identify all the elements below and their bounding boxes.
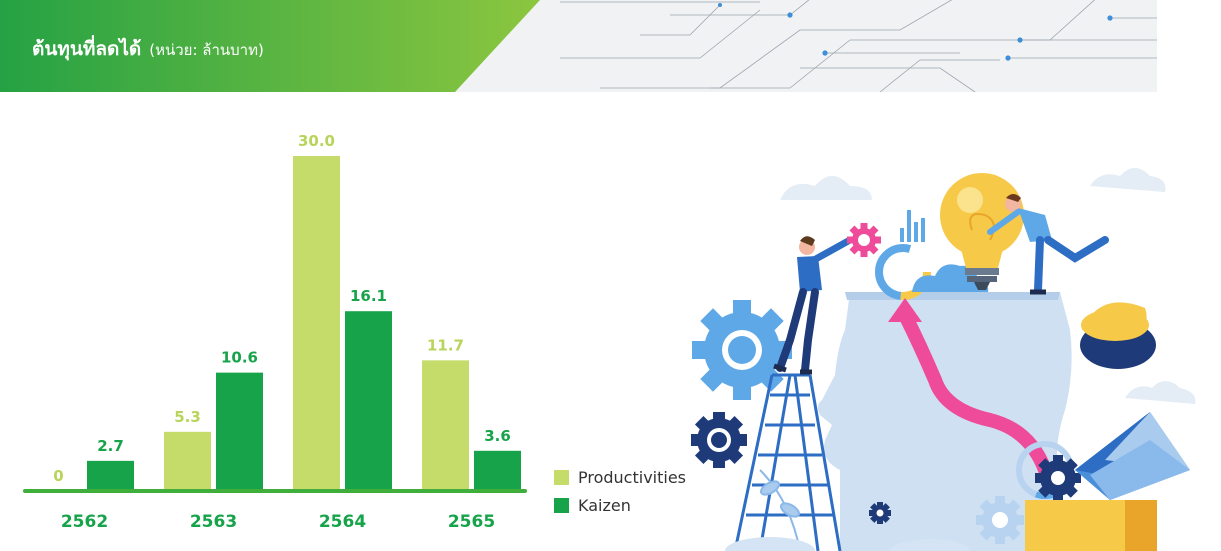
header-banner xyxy=(0,0,540,92)
data-label-productivities-2563: 5.3 xyxy=(174,408,201,426)
person-figure xyxy=(773,236,854,375)
bar-chart: 0 2.7 5.3 10.6 30.0 16.1 11.7 3.6 2562 2563 2564 25… xyxy=(23,132,686,532)
legend-swatch-kaizen xyxy=(554,498,569,513)
bar-chart-icon xyxy=(900,210,925,242)
pie-chart-icon xyxy=(1080,302,1156,369)
arrow-up-icon xyxy=(888,298,1052,477)
legend-label-kaizen: Kaizen xyxy=(578,496,631,515)
page-title: ต้นทุนที่ลดได้ (หน่วย: ล้านบาท) xyxy=(32,34,264,64)
bar-kaizen-2564 xyxy=(345,311,392,491)
x-tick-label: 2564 xyxy=(319,512,366,532)
subtitle-text: (หน่วย: ล้านบาท) xyxy=(149,41,264,59)
gear-icon xyxy=(976,496,1024,544)
title-text: ต้นทุนที่ลดได้ xyxy=(32,38,142,60)
head-silhouette-icon xyxy=(817,292,1072,551)
bar-productivities-2564 xyxy=(293,156,340,491)
bar-kaizen-2565 xyxy=(474,450,521,491)
data-label-kaizen-2564: 16.1 xyxy=(350,287,387,305)
bar-kaizen-2562 xyxy=(87,460,134,491)
person-figure xyxy=(987,194,1109,295)
data-label-kaizen-2563: 10.6 xyxy=(221,349,258,367)
gear-icon xyxy=(1035,455,1081,501)
circuit-decoration xyxy=(560,0,1157,92)
legend-swatch-productivities xyxy=(554,470,569,485)
bar-productivities-2563 xyxy=(164,431,211,491)
data-label-productivities-2562: 0 xyxy=(53,467,63,485)
gear-icon xyxy=(691,412,747,468)
envelope-icon xyxy=(1075,412,1190,500)
data-label-productivities-2565: 11.7 xyxy=(427,336,464,354)
gear-icon xyxy=(692,300,792,400)
x-tick-label: 2565 xyxy=(448,512,495,532)
data-label-kaizen-2562: 2.7 xyxy=(97,437,124,455)
package-icon xyxy=(1025,500,1157,551)
light-bulb-icon xyxy=(940,173,1024,290)
data-label-kaizen-2565: 3.6 xyxy=(484,427,511,445)
bar-productivities-2565 xyxy=(422,360,469,491)
legend-label-productivities: Productivities xyxy=(578,468,686,487)
ladder-icon xyxy=(733,373,842,551)
gear-icon xyxy=(869,502,891,524)
x-tick-label: 2562 xyxy=(61,512,108,532)
bar-kaizen-2563 xyxy=(216,372,263,491)
x-tick-label: 2563 xyxy=(190,512,237,532)
data-label-productivities-2564: 30.0 xyxy=(298,132,335,150)
pie-chart-icon xyxy=(875,244,931,300)
cloud-icon xyxy=(780,168,1196,404)
